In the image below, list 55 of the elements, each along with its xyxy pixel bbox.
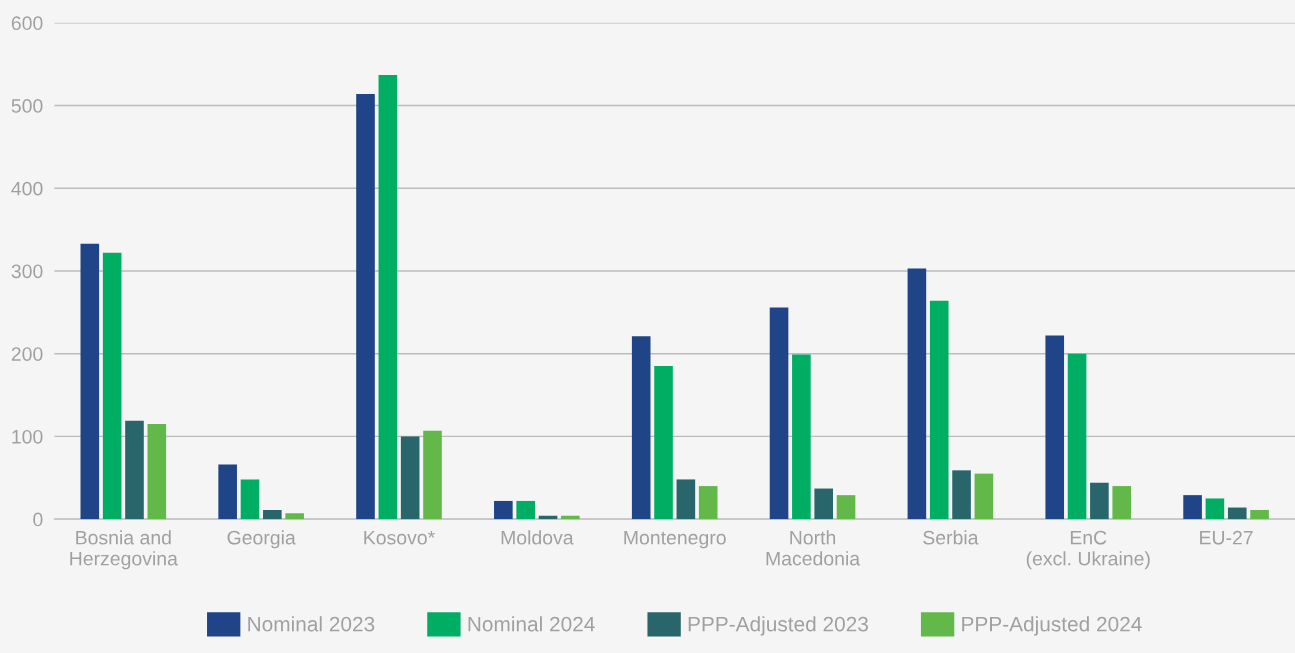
bar (147, 424, 167, 520)
y-tick-label: 100 (12, 429, 43, 444)
bar (423, 430, 442, 520)
bar (654, 366, 673, 520)
bar (676, 479, 696, 520)
bar (698, 486, 718, 520)
bar (1067, 353, 1087, 520)
bar (1227, 507, 1247, 520)
bar (769, 307, 789, 520)
bar (836, 495, 856, 520)
bar (792, 354, 811, 520)
legend-label: Nominal 2024 (468, 616, 595, 632)
x-tick-label: Kosovo* (364, 530, 435, 545)
x-tick-label: North Macedonia (766, 530, 861, 566)
x-tick-label: Bosnia and Herzegovina (70, 530, 178, 570)
bar (1045, 335, 1065, 520)
bar (285, 513, 304, 520)
bar (240, 479, 260, 520)
x-tick-label: Serbia (923, 530, 979, 545)
bar (494, 500, 513, 520)
bar (378, 74, 398, 520)
x-tick-label: Montenegro (624, 530, 726, 549)
y-tick-label: 200 (11, 347, 43, 361)
x-tick-label: EnC (excl. Ukraine) (1026, 530, 1150, 570)
bar (263, 510, 282, 520)
legend-label: PPP-Adjusted 2024 (962, 616, 1142, 636)
bar (400, 436, 420, 520)
y-tick-label: 400 (11, 181, 43, 196)
bar (974, 473, 994, 520)
bar (814, 488, 834, 520)
bar (1090, 482, 1109, 520)
legend-label: Nominal 2023 (248, 616, 375, 632)
x-tick-label: Moldova (501, 530, 574, 545)
bar (952, 470, 971, 520)
bar (1112, 486, 1132, 520)
bar (102, 252, 122, 520)
bar (1205, 498, 1225, 520)
y-tick-label: 300 (11, 264, 43, 279)
y-tick-label: 0 (33, 512, 43, 527)
y-tick-label: 600 (11, 16, 43, 31)
x-tick-label: EU-27 (1200, 530, 1253, 545)
bar (561, 515, 580, 520)
legend-label: PPP-Adjusted 2023 (688, 616, 868, 636)
bar (516, 500, 535, 520)
x-tick-label: Georgia (227, 530, 296, 549)
bar (125, 420, 144, 520)
bar (80, 243, 100, 520)
bar (356, 93, 375, 520)
bar (631, 336, 651, 520)
bar (929, 300, 949, 520)
bar (1250, 510, 1269, 520)
bar (907, 268, 927, 520)
bar (1183, 495, 1202, 520)
y-tick-label: 500 (11, 99, 43, 113)
bar (218, 464, 237, 520)
